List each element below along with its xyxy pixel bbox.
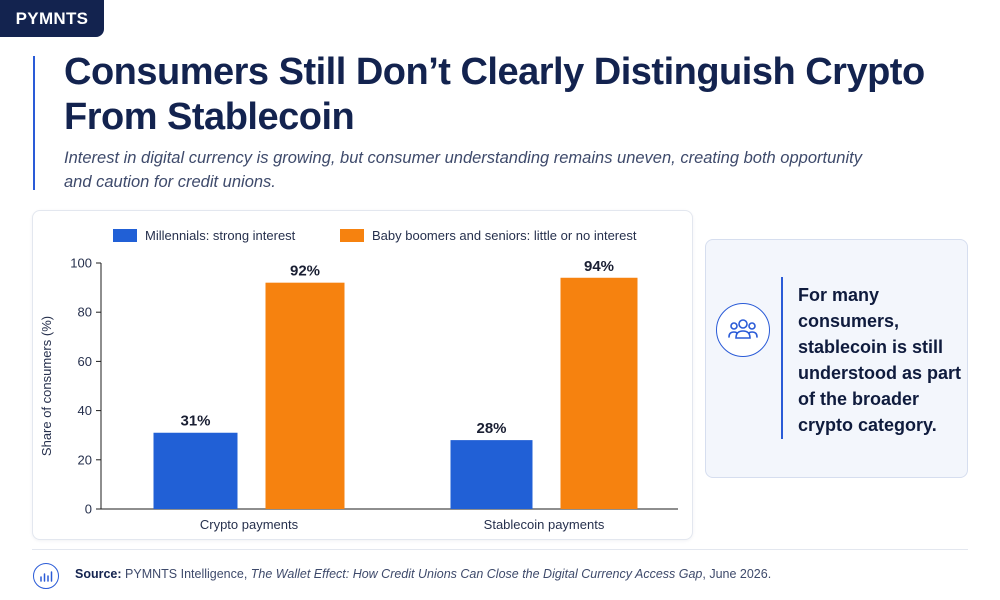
x-tick-label: Stablecoin payments [484, 517, 605, 532]
source-label: Source: [75, 567, 122, 581]
title-accent-line [33, 56, 35, 190]
data-label: 94% [584, 258, 614, 275]
y-axis-label: Share of consumers (%) [39, 316, 54, 456]
data-label: 92% [290, 263, 320, 280]
brand-badge: PYMNTS [0, 0, 104, 37]
y-tick-label: 20 [78, 452, 92, 467]
source-prefix: PYMNTS Intelligence, [125, 567, 248, 581]
bar-chart-icon [33, 563, 59, 589]
x-tick-label: Crypto payments [200, 517, 299, 532]
legend-swatch-1 [340, 229, 364, 242]
bar [560, 277, 638, 509]
source-report-title: The Wallet Effect: How Credit Unions Can… [250, 567, 703, 581]
source-note: Source: PYMNTS Intelligence, The Wallet … [75, 567, 975, 581]
data-label: 28% [476, 420, 506, 437]
data-label: 31% [180, 413, 210, 430]
footer-divider [32, 549, 968, 550]
chart-card: Millennials: strong interest Baby boomers… [32, 210, 693, 540]
callout-text: For many consumers, stablecoin is still … [798, 285, 962, 435]
callout-card: For many consumers, stablecoin is still … [705, 239, 968, 478]
y-tick-label: 60 [78, 354, 92, 369]
y-tick-label: 40 [78, 403, 92, 418]
bar [265, 282, 345, 509]
legend-swatch-0 [113, 229, 137, 242]
y-tick-label: 0 [85, 502, 92, 517]
source-suffix: , June 2026. [702, 567, 772, 581]
y-tick-label: 100 [70, 256, 92, 271]
legend-label-1: Baby boomers and seniors: little or no i… [372, 228, 637, 243]
page-subtitle: Interest in digital currency is growing,… [64, 149, 862, 191]
y-tick-label: 80 [78, 305, 92, 320]
page-title: Consumers Still Don’t Clearly Distinguis… [64, 51, 925, 138]
legend-label-0: Millennials: strong interest [145, 228, 296, 243]
bar [153, 432, 238, 509]
bar [450, 440, 533, 509]
people-group-icon [716, 303, 770, 357]
bar-chart: Millennials: strong interest Baby boomers… [39, 228, 678, 532]
callout-divider [781, 277, 783, 439]
